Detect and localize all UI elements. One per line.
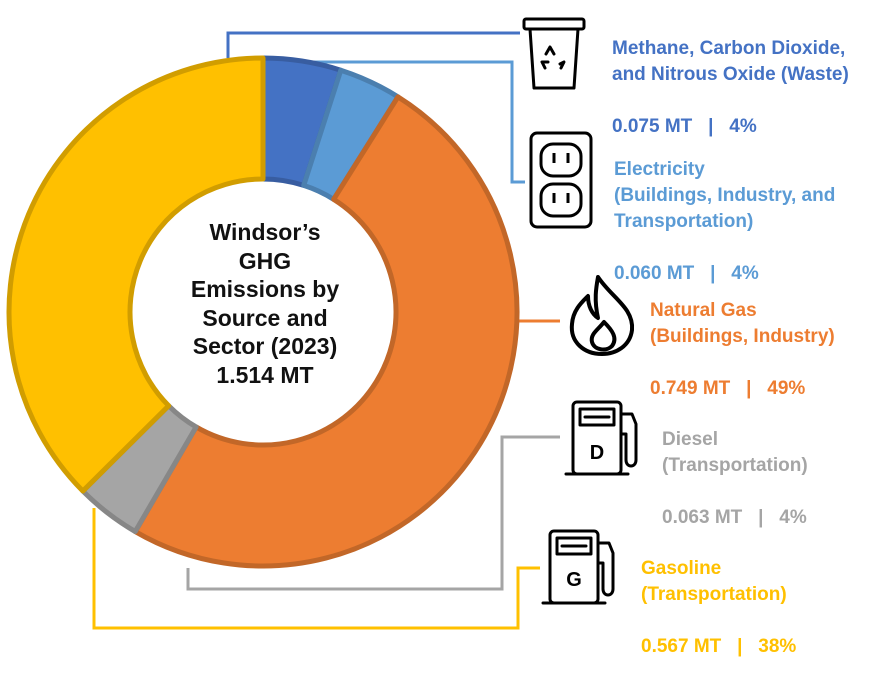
trash-recycle-icon: [522, 17, 586, 90]
leader-line-waste: [226, 31, 520, 58]
slice-value-waste: 0.075 MT | 4%: [612, 116, 757, 137]
flame-icon: [569, 275, 635, 356]
slice-value-natural-gas: 0.749 MT | 49%: [650, 378, 806, 399]
slice-name-gasoline: Gasoline (Transportation): [641, 558, 787, 605]
slice-label-gasoline: Gasoline (Transportation) 0.567 MT | 38%: [641, 530, 796, 686]
diesel-pump-icon: D: [564, 400, 638, 476]
slice-value-gasoline: 0.567 MT | 38%: [641, 636, 797, 657]
leader-line-diesel: [186, 435, 560, 591]
gasoline-pump-letter: G: [566, 569, 582, 591]
gasoline-pump-icon: G: [541, 529, 615, 605]
donut-slice-natural-gas: [132, 94, 520, 569]
donut-chart: D G: [6, 17, 638, 630]
slice-label-natural-gas: Natural Gas (Buildings, Industry) 0.749 …: [650, 272, 835, 428]
slice-label-diesel: Diesel (Transportation) 0.063 MT | 4%: [662, 401, 808, 557]
slice-name-electricity: Electricity (Buildings, Industry, and Tr…: [614, 159, 836, 232]
slice-label-waste: Methane, Carbon Dioxide, and Nitrous Oxi…: [612, 10, 849, 166]
donut-slice-gasoline: [6, 55, 266, 494]
slice-name-waste: Methane, Carbon Dioxide, and Nitrous Oxi…: [612, 38, 849, 85]
diesel-pump-letter: D: [590, 442, 604, 464]
leader-line-gasoline: [92, 508, 540, 630]
slice-label-electricity: Electricity (Buildings, Industry, and Tr…: [614, 131, 835, 313]
chart-title: Windsor’s GHG Emissions by Source and Se…: [190, 219, 340, 388]
slice-value-electricity: 0.060 MT | 4%: [614, 263, 759, 284]
power-outlet-icon: [529, 131, 593, 229]
slice-value-diesel: 0.063 MT | 4%: [662, 507, 807, 528]
slice-name-diesel: Diesel (Transportation): [662, 429, 808, 476]
slice-name-natural-gas: Natural Gas (Buildings, Industry): [650, 300, 835, 347]
